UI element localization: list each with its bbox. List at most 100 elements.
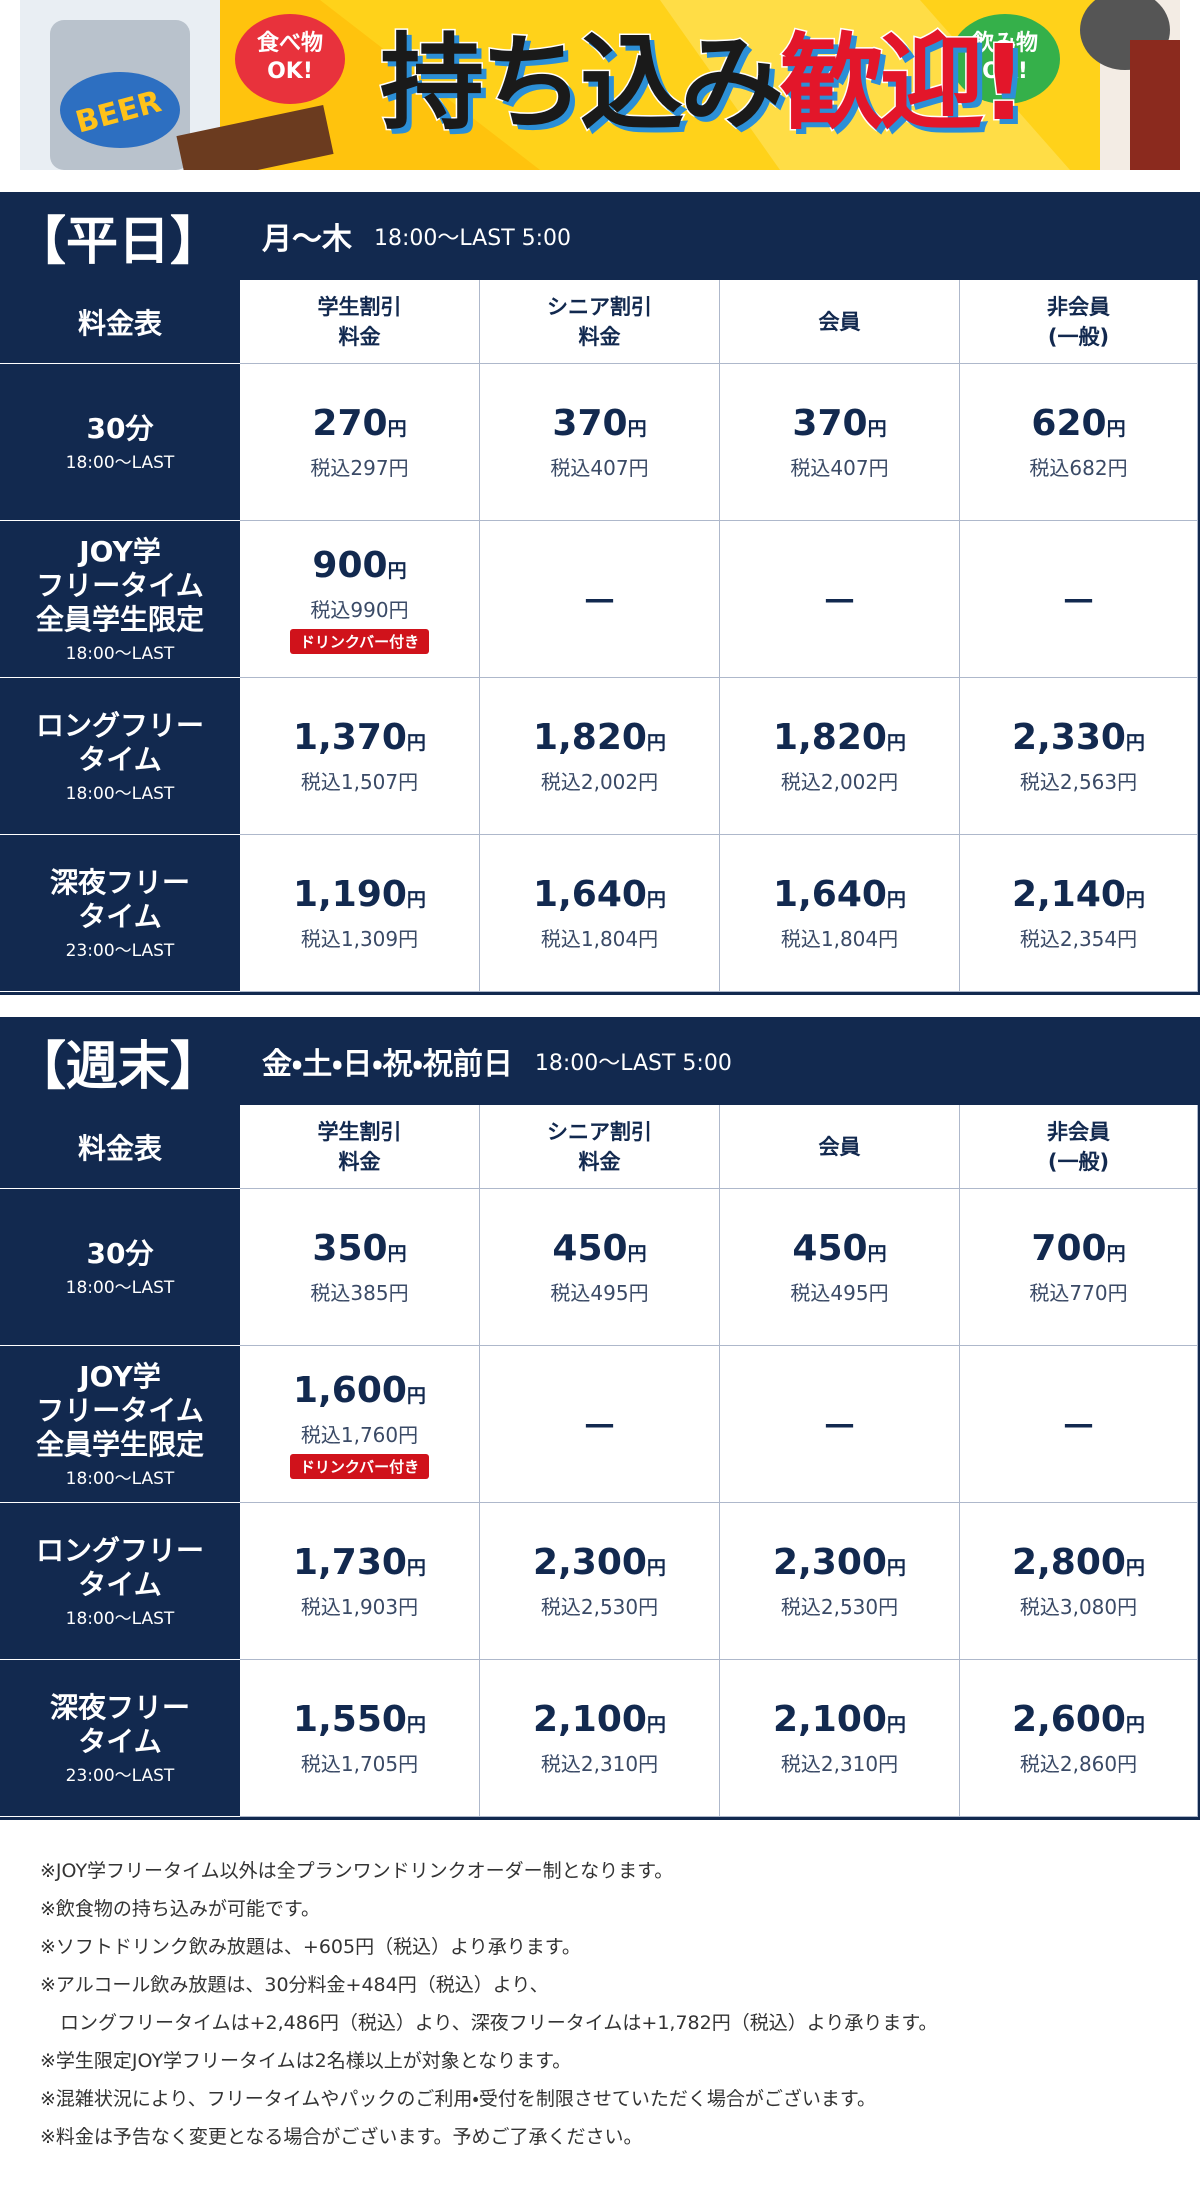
price-unit: 円 (627, 418, 647, 440)
price: 270円 (312, 403, 406, 450)
price-cell: 450円 税込495円 (480, 1189, 720, 1346)
section-header: 【平日】 月～木 18:00～LAST 5:00 (0, 192, 1198, 280)
price-amount: 450 (792, 1228, 868, 1269)
drink-bubble: 飲み物 OK! (950, 14, 1060, 104)
section-hours: 18:00～LAST 5:00 (534, 1051, 732, 1076)
price-cell: 450円税込495円 (720, 1189, 960, 1346)
price-section: 【週末】 金・土・日・祝・祝前日 18:00～LAST 5:00 料金表 学生割引 料金シ… (0, 1017, 1200, 1820)
column-header-line: シニア割引 (547, 1119, 652, 1144)
price-cell: 1,820円 税込2,002円 (480, 678, 720, 835)
price: 2,600円 (1012, 1699, 1145, 1746)
row-header: 深夜フリー タイム 23:00～LAST (0, 835, 240, 992)
no-price: － (1060, 1407, 1097, 1448)
section-days: 金・土・日・祝・祝前日 (262, 1047, 513, 1082)
no-price: － (1060, 582, 1097, 623)
price-amount: 2,600 (1012, 1699, 1126, 1740)
note-line: ※学生限定JOY学フリータイムは2名様以上が対象となります。 (40, 2050, 572, 2072)
price-unit: 円 (406, 1557, 426, 1579)
price-cell: 620円税込682円 (960, 364, 1198, 521)
tax-included: 税込2,002円 (540, 770, 659, 794)
column-header-line: 料金 (578, 1149, 621, 1174)
price-cell: 1,640円税込1,804円 (720, 835, 960, 992)
price-cell: 2,100円 税込2,310円 (720, 1660, 960, 1817)
price-cell: 2,100円 税込2,310円 (480, 1660, 720, 1817)
price-cell: 2,300円税込2,530円 (480, 1503, 720, 1660)
section-title: 【週末】 (14, 1036, 223, 1097)
price-unit: 円 (646, 1557, 666, 1579)
row-label-line: 深夜フリー (49, 865, 190, 899)
price-unit: 円 (1125, 732, 1145, 754)
tax-included: 税込2,563円 (1019, 770, 1138, 794)
row-time: 18:00～LAST (65, 783, 175, 804)
price: 1,730円 (293, 1542, 426, 1589)
row-time: 18:00～LAST (65, 643, 175, 664)
note-line: ※混雑状況により、フリータイムやパックのご利用・受付を制限させていただく場合がご… (40, 2088, 876, 2110)
price-cell: 350円 税込385円 (240, 1189, 480, 1346)
price-unit: 円 (387, 559, 407, 582)
price-amount: 1,820 (773, 717, 887, 758)
price-cell: 900円 税込990円 ドリンクバー付き (240, 521, 480, 678)
row-label-line: 全員学生限定 (35, 602, 204, 636)
row-time: 23:00～LAST (65, 1765, 175, 1786)
price-unit: 円 (406, 1714, 426, 1736)
tax-included: 税込495円 (790, 1281, 889, 1305)
price: 1,600円 (293, 1370, 426, 1417)
column-header-line: 料金 (338, 324, 381, 349)
price-cell: － (480, 521, 720, 678)
price-cell: 2,600円 税込2,860円 (960, 1660, 1198, 1817)
price: 620円 (1031, 403, 1125, 450)
price-amount: 350 (312, 1228, 388, 1269)
price: 2,100円 (533, 1699, 666, 1746)
price-unit: 円 (1106, 1243, 1126, 1265)
column-header: 会員 (720, 280, 960, 364)
price: 2,100円 (773, 1699, 906, 1746)
price-cell: 2,140円 税込2,354円 (960, 835, 1198, 992)
note-line: ※JOY学フリータイム以外は全プランワンドリンクオーダー制となります。 (40, 1860, 674, 1882)
row-label-line: フリータイム (36, 1393, 204, 1427)
price-amount: 1,600 (293, 1369, 407, 1411)
row-time: 18:00～LAST (65, 1277, 175, 1298)
price: 2,300円 (533, 1542, 666, 1589)
row-time: 18:00～LAST (65, 452, 175, 473)
tax-included: 税込407円 (550, 456, 649, 480)
column-header: シニア割引 料金 (480, 280, 720, 364)
price: 1,640円 (773, 874, 906, 921)
price-cell: － (960, 521, 1198, 678)
price: 450円 (792, 1228, 886, 1275)
price-amount: 2,300 (533, 1542, 647, 1583)
price-cell: 1,370円 税込1,507円 (240, 678, 480, 835)
price-amount: 620 (1031, 403, 1107, 444)
price: 2,140円 (1012, 874, 1145, 921)
column-header-line: 料金 (338, 1149, 381, 1174)
row-label-line: 全員学生限定 (35, 1427, 204, 1461)
row-label-line: タイム (78, 1567, 162, 1601)
tax-included: 税込2,002円 (780, 770, 899, 794)
corner-label: 料金表 (77, 1131, 162, 1165)
price-unit: 円 (1125, 1714, 1145, 1736)
row-label-line: ロングフリー (35, 1533, 204, 1567)
price-amount: 900 (312, 544, 388, 586)
price-cell: 1,820円 税込2,002円 (720, 678, 960, 835)
price-cell: 700円 税込770円 (960, 1189, 1198, 1346)
price-unit: 円 (646, 1714, 666, 1736)
price-amount: 1,640 (773, 874, 887, 915)
price-amount: 2,800 (1012, 1542, 1126, 1583)
row-header: 深夜フリー タイム 23:00～LAST (0, 1660, 240, 1817)
headline-red: 歓迎! (779, 21, 1029, 146)
tax-included: 税込2,530円 (540, 1595, 659, 1619)
price: 370円 (792, 403, 886, 450)
price-unit: 円 (1106, 418, 1126, 440)
price-unit: 円 (646, 732, 666, 754)
column-header: 会員 (720, 1105, 960, 1189)
tax-included: 税込1,804円 (780, 927, 899, 951)
price-amount: 700 (1031, 1228, 1107, 1269)
column-header-line: (一般) (1047, 1149, 1110, 1174)
row-label-line: タイム (78, 899, 162, 933)
no-price: － (821, 1407, 858, 1448)
price: 1,370円 (293, 717, 426, 764)
headline-black: 持ち込み (378, 21, 785, 146)
price-unit: 円 (886, 1557, 906, 1579)
price: 700円 (1031, 1228, 1125, 1275)
row-header: 30分 18:00～LAST (0, 364, 240, 521)
tax-included: 税込682円 (1029, 456, 1128, 480)
